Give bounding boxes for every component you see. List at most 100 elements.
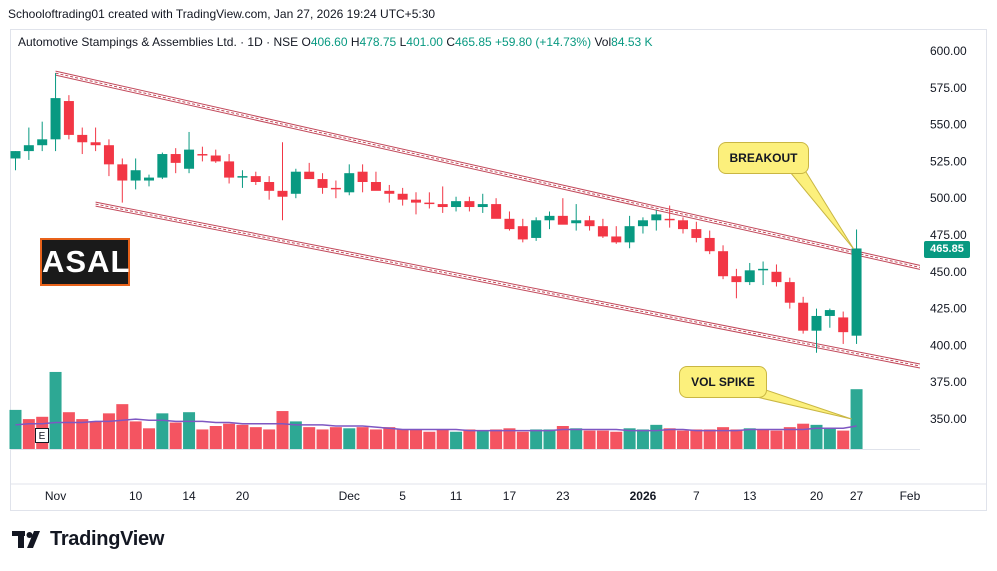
- channel-lower-inner: [95, 205, 921, 369]
- volume-bar: [543, 429, 556, 449]
- volume-bar: [596, 430, 609, 449]
- open-label: O: [301, 35, 311, 49]
- tradingview-logo[interactable]: TradingView: [12, 528, 164, 551]
- volume-bar: [383, 427, 396, 449]
- candle-body: [330, 187, 341, 190]
- volume-bar: [663, 428, 676, 449]
- candle-body: [784, 282, 795, 303]
- volume-bar: [463, 429, 476, 449]
- candle-body: [758, 268, 769, 271]
- candle-body: [531, 220, 542, 238]
- candle-body: [798, 302, 809, 331]
- volume-bar: [196, 429, 209, 449]
- volume-bar: [610, 431, 623, 449]
- candle-body: [197, 154, 208, 156]
- volume-label: Vol: [594, 35, 612, 49]
- high-value: 478.75: [359, 35, 397, 49]
- low-value: 401.00: [406, 35, 443, 49]
- volume-bar: [703, 429, 716, 449]
- volume-bar: [329, 427, 342, 449]
- candle-body: [731, 276, 742, 283]
- candle-body: [517, 226, 528, 240]
- volume-bar: [116, 404, 129, 449]
- channel-upper-inner: [55, 74, 921, 270]
- volume-bar: [62, 412, 75, 449]
- candle-body: [664, 218, 675, 221]
- candle-body: [477, 204, 488, 208]
- volume-bar: [22, 419, 35, 449]
- candle-body: [651, 214, 662, 221]
- volume-ma-line: [15, 418, 857, 432]
- candle-body: [370, 182, 381, 191]
- volume-bar: [530, 429, 543, 449]
- last-price-tag: 465.85: [924, 241, 970, 258]
- x-tick-label: 7: [693, 489, 700, 503]
- volume-bar: [183, 412, 196, 449]
- x-tick-label: 13: [743, 489, 757, 503]
- volume-bar: [570, 428, 583, 449]
- candle-body: [23, 145, 34, 152]
- volume-value: 84.53 K: [611, 35, 653, 49]
- candle-body: [437, 204, 448, 208]
- channel-upper-outer: [55, 70, 921, 266]
- x-tick-label: 23: [556, 489, 570, 503]
- volume-bar: [503, 428, 516, 449]
- volume-bar: [263, 429, 276, 449]
- volume-bar: [356, 427, 369, 449]
- volume-bar: [516, 431, 529, 449]
- volume-bar: [396, 429, 409, 449]
- volume-bar: [249, 427, 262, 449]
- candle-body: [224, 161, 235, 178]
- candle-body: [144, 177, 154, 181]
- volume-bar: [236, 424, 249, 449]
- candle-body: [584, 220, 595, 227]
- candle-body: [691, 229, 702, 238]
- volume-bar: [783, 427, 796, 449]
- volume-bar: [303, 427, 316, 449]
- volume-bar: [690, 429, 703, 449]
- candle-body: [117, 164, 128, 181]
- candle-body: [464, 201, 475, 208]
- volume-bar: [89, 421, 102, 449]
- candle-body: [744, 270, 755, 283]
- channel-upper-center: [55, 72, 921, 268]
- volume-bar: [289, 421, 302, 449]
- x-tick-label: 20: [810, 489, 824, 503]
- x-tick-label: 17: [503, 489, 517, 503]
- candle-body: [557, 215, 568, 225]
- chart-legend: Automotive Stampings & Assemblies Ltd. ·…: [18, 35, 653, 49]
- volume-bar: [169, 422, 182, 449]
- y-tick-label: 450.00: [930, 265, 967, 279]
- volume-bar: [717, 427, 730, 449]
- candle-body: [103, 145, 114, 165]
- candlesticks: [10, 73, 862, 353]
- candle-body: [90, 142, 101, 146]
- ticker-badge: ASAL: [40, 238, 130, 286]
- volume-bar: [450, 431, 463, 449]
- candle-body: [397, 193, 408, 200]
- candle-body: [304, 171, 315, 180]
- change-value: +59.80 (+14.73%): [495, 35, 592, 49]
- x-tick-label: 27: [850, 489, 864, 503]
- x-tick-label: 10: [129, 489, 143, 503]
- volume-bar: [129, 421, 142, 449]
- volume-bar: [797, 423, 810, 449]
- candle-body: [317, 179, 328, 188]
- x-tick-label: 5: [399, 489, 406, 503]
- x-tick-label: 2026: [630, 489, 657, 503]
- volume-bar: [636, 429, 649, 449]
- candle-body: [344, 173, 355, 193]
- low-label: L: [399, 35, 407, 49]
- tradingview-logo-icon: [12, 529, 44, 551]
- volume-bar: [156, 413, 169, 449]
- volume-bar: [556, 426, 569, 449]
- x-axis: Nov 10 14 20 Dec 5 11 17 23 2026 7 13 20 27 Feb: [45, 489, 921, 503]
- earnings-marker[interactable]: E: [35, 428, 49, 443]
- volume-bar: [743, 428, 756, 449]
- candle-body: [571, 220, 582, 224]
- volume-bar: [476, 430, 489, 449]
- candle-body: [130, 170, 141, 181]
- breakout-callout: BREAKOUT: [718, 142, 809, 174]
- candle-body: [157, 154, 168, 178]
